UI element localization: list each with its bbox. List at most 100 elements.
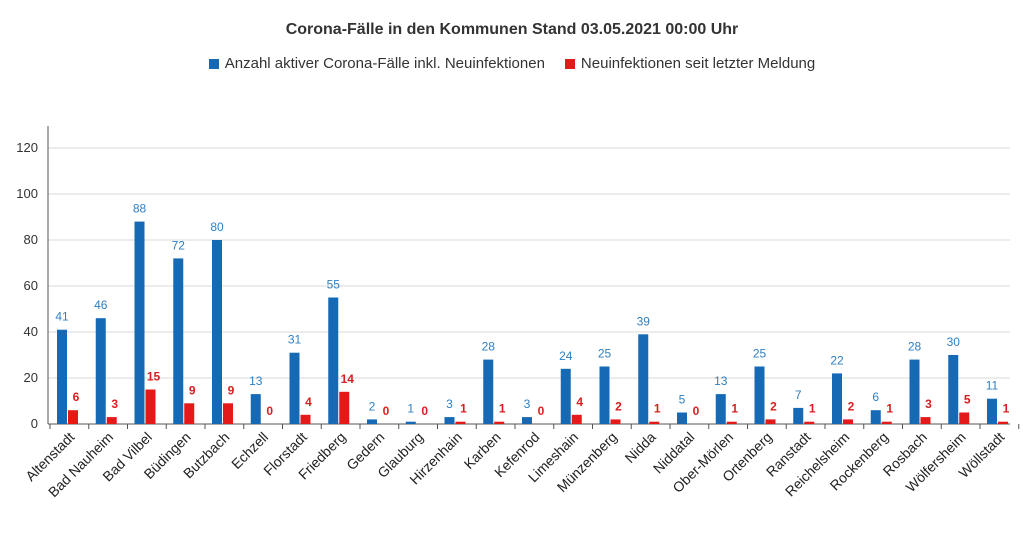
y-tick-label: 80: [24, 232, 38, 247]
data-label-active: 3: [446, 397, 453, 411]
bar-active: [57, 329, 67, 424]
bar-new: [610, 419, 621, 424]
bar-new: [843, 419, 853, 424]
bar-active: [95, 318, 106, 424]
bar-active: [173, 258, 184, 424]
data-label-new: 0: [421, 404, 428, 418]
y-tick-label: 40: [24, 324, 38, 339]
bar-active: [793, 407, 804, 424]
data-label-new: 15: [147, 370, 161, 384]
data-label-new: 2: [770, 399, 777, 413]
data-label-new: 4: [576, 395, 583, 409]
data-label-new: 3: [925, 397, 932, 411]
legend: Anzahl aktiver Corona-Fälle inkl. Neuinf…: [0, 55, 1024, 72]
data-label-new: 1: [886, 402, 893, 416]
data-label-active: 28: [482, 340, 496, 354]
data-label-active: 7: [795, 388, 802, 402]
bar-active: [560, 368, 571, 424]
bar-new: [571, 414, 582, 424]
data-label-active: 13: [249, 374, 263, 388]
bar-new: [726, 421, 737, 424]
y-tick-label: 120: [16, 140, 38, 155]
bar-new: [145, 389, 156, 424]
bar-active: [134, 221, 145, 424]
data-label-active: 25: [753, 347, 767, 361]
bar-active: [250, 394, 261, 424]
bar-new: [455, 421, 466, 424]
data-label-active: 41: [55, 310, 69, 324]
y-tick-label: 60: [24, 278, 38, 293]
chart-title: Corona-Fälle in den Kommunen Stand 03.05…: [285, 21, 739, 38]
bar-active: [987, 398, 997, 424]
bar-active: [677, 412, 687, 424]
data-label-new: 0: [266, 404, 273, 418]
legend-item-active: Anzahl aktiver Corona-Fälle inkl. Neuinf…: [208, 55, 545, 72]
data-label-active: 11: [986, 379, 999, 393]
data-label-new: 0: [538, 404, 545, 418]
data-label-new: 2: [848, 399, 855, 413]
bar-active: [212, 240, 222, 424]
bar-new: [920, 417, 931, 424]
legend-label-active: Anzahl aktiver Corona-Fälle inkl. Neuinf…: [224, 55, 545, 72]
bar-active: [522, 417, 532, 424]
data-label-new: 0: [383, 404, 390, 418]
data-label-active: 1: [407, 402, 414, 416]
bar-new: [300, 414, 311, 424]
data-label-active: 6: [872, 390, 879, 404]
bar-new: [998, 421, 1008, 424]
bar-new: [68, 410, 78, 424]
bar-active: [367, 419, 377, 424]
data-label-new: 1: [460, 402, 467, 416]
data-label-new: 1: [499, 402, 506, 416]
bar-active: [715, 394, 726, 424]
bar-new: [959, 412, 970, 424]
data-label-new: 2: [615, 399, 622, 413]
data-label-active: 5: [679, 393, 686, 407]
data-label-new: 6: [73, 390, 80, 404]
bar-new: [106, 417, 117, 424]
bar-active: [832, 373, 842, 424]
data-label-new: 1: [731, 402, 738, 416]
data-label-active: 72: [172, 238, 186, 252]
bar-active: [909, 359, 920, 424]
bar-layer: [57, 221, 1008, 424]
data-label-new: 4: [305, 395, 312, 409]
y-tick-label: 0: [31, 416, 38, 431]
data-label-new: 14: [341, 372, 355, 386]
bar-active: [948, 355, 959, 424]
bar-active: [870, 410, 881, 424]
bar-new: [184, 403, 195, 424]
bar-active: [754, 366, 765, 424]
data-label-new: 0: [693, 404, 700, 418]
bar-new: [765, 419, 776, 424]
data-label-active: 24: [559, 349, 573, 363]
bar-active: [483, 359, 494, 424]
legend-swatch-active: [208, 58, 219, 69]
bar-new: [881, 421, 892, 424]
data-label-active: 46: [94, 298, 108, 312]
bar-new: [494, 421, 505, 424]
data-label-new: 1: [809, 402, 816, 416]
data-label-active: 30: [947, 335, 961, 349]
legend-item-new: Neuinfektionen seit letzter Meldung: [564, 55, 816, 72]
data-label-new: 3: [111, 397, 118, 411]
bar-active: [328, 297, 339, 424]
data-label-new: 1: [1003, 402, 1010, 416]
bar-active: [638, 334, 649, 424]
legend-label-new: Neuinfektionen seit letzter Meldung: [580, 55, 816, 72]
bar-new: [339, 391, 350, 424]
data-label-active: 31: [288, 333, 302, 347]
bar-active: [599, 366, 610, 424]
data-label-active: 13: [714, 374, 728, 388]
y-tick-label: 20: [24, 370, 38, 385]
data-label-active: 39: [637, 314, 651, 328]
data-label-new: 9: [228, 383, 235, 397]
data-label-active: 25: [598, 347, 612, 361]
data-label-new: 5: [964, 393, 971, 407]
data-label-active: 2: [369, 399, 376, 413]
data-label-active: 3: [524, 397, 531, 411]
bar-new: [804, 421, 815, 424]
bar-new: [223, 403, 233, 424]
data-label-active: 28: [908, 340, 922, 354]
